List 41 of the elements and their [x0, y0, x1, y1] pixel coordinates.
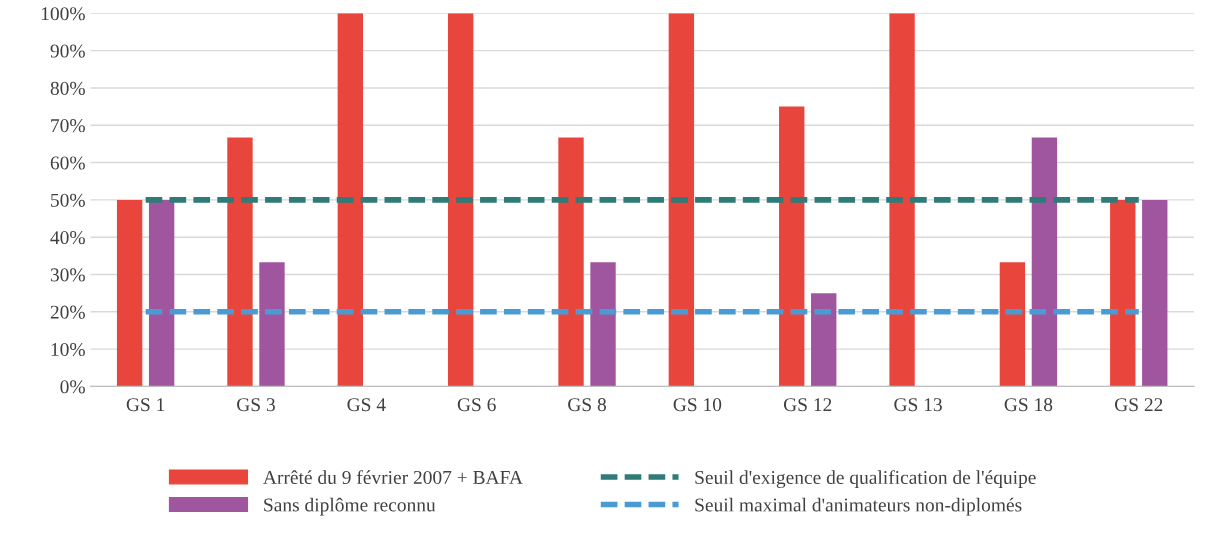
y-tick-label: 100% — [41, 7, 85, 21]
legend-label: Seuil maximal d'animateurs non-diplomés — [695, 497, 1022, 516]
y-tick-label: 40% — [50, 231, 85, 245]
x-tick-label: GS 3 — [237, 398, 275, 412]
y-tick-label: 0% — [60, 380, 85, 394]
x-tick-label: GS 18 — [1004, 398, 1053, 412]
bar — [1031, 137, 1058, 387]
bar — [259, 262, 285, 387]
y-tick-label: 30% — [50, 268, 85, 282]
legend-label: Arrêté du 9 février 2007 + BAFA — [263, 470, 523, 485]
x-tick-label: GS 13 — [894, 398, 942, 412]
bar — [590, 262, 616, 387]
bar — [227, 137, 253, 387]
y-tick-label: 70% — [51, 119, 85, 133]
bar — [116, 199, 143, 387]
y-tick-label: 50% — [51, 193, 85, 207]
bar — [999, 262, 1026, 387]
x-tick-label: GS 4 — [347, 398, 386, 412]
bar — [148, 199, 175, 387]
x-tick-label: GS 1 — [126, 398, 165, 412]
x-tick-label: GS 12 — [783, 398, 832, 412]
y-tick-label: 60% — [50, 156, 85, 170]
y-tick-label: 20% — [50, 305, 85, 319]
y-tick-label: 10% — [51, 342, 85, 357]
x-tick-label: GS 8 — [568, 398, 606, 412]
bar — [1110, 199, 1136, 387]
bar — [779, 106, 805, 387]
bar — [447, 13, 474, 387]
x-tick-label: GS 10 — [673, 398, 722, 412]
bar — [668, 13, 695, 387]
bar — [337, 13, 364, 387]
y-tick-label: 80% — [50, 81, 85, 95]
bar — [889, 13, 915, 387]
legend-label: Seuil d'exigence de qualification de l'équipe — [695, 470, 1036, 489]
bar — [811, 293, 837, 387]
legend-label: Sans diplôme reconnu — [264, 497, 436, 516]
bar — [1142, 199, 1168, 387]
bar — [558, 137, 584, 387]
y-tick-label: 90% — [50, 44, 85, 58]
x-tick-label: GS 22 — [1114, 398, 1163, 412]
x-tick-label: GS 6 — [457, 398, 496, 412]
